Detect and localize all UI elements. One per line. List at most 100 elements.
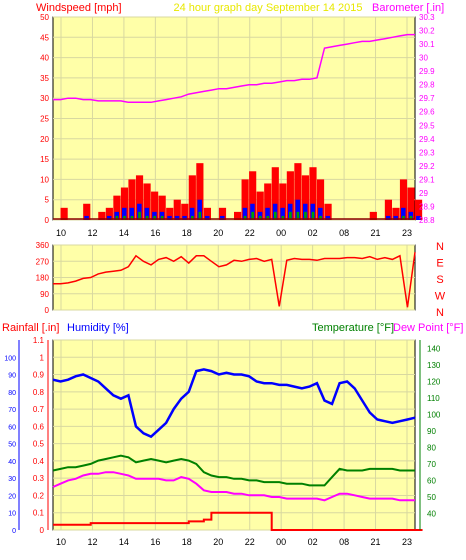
barometer-y-tick: 29.4 [419, 135, 435, 144]
x-tick-label: 20 [213, 228, 223, 238]
x-tick-label: 00 [276, 537, 286, 547]
temperature-y-tick: 90 [427, 427, 436, 436]
wind-low-bar [296, 211, 300, 220]
x-tick-label: 12 [87, 228, 97, 238]
wind-y-tick: 0 [45, 216, 50, 225]
x-tick-label: 10 [56, 537, 66, 547]
wind-gust-bar [181, 203, 189, 220]
compass-label: N [436, 307, 444, 319]
rain-y-tick: 0.4 [33, 457, 45, 466]
temperature-y-tick: 40 [427, 509, 436, 518]
wind-low-bar [160, 215, 164, 220]
wind-gust-bar [309, 167, 317, 220]
wind-gust-bar [135, 175, 144, 220]
barometer-y-tick: 30.1 [419, 40, 435, 49]
rain-y-tick: 0.5 [33, 440, 45, 449]
legend-dewpoint: Dew Point [°F] [393, 322, 463, 334]
plot-layer [52, 33, 423, 531]
wind-gust-bar [241, 179, 249, 220]
wind-average-bar [84, 215, 89, 220]
wind-average-bar [129, 207, 135, 220]
wind-gust-bar [196, 163, 204, 220]
wind-axis-title: Windspeed [mph] [36, 2, 122, 14]
wind-average-bar [144, 207, 150, 220]
barometer-y-tick: 29.6 [419, 108, 435, 117]
wind-gust-bar [166, 207, 174, 220]
x-tick-label: 18 [182, 537, 192, 547]
x-tick-label: 18 [182, 228, 192, 238]
x-tick-label: 21 [371, 537, 381, 547]
compass-label: S [436, 274, 443, 286]
compass-label: W [435, 291, 446, 303]
temperature-line [52, 454, 415, 487]
wind-low-bar [115, 215, 119, 220]
x-tick-label: 02 [308, 537, 318, 547]
humidity-y-tick: 70 [8, 407, 16, 414]
wind-gust-bar [83, 203, 91, 220]
compass-label: N [436, 241, 444, 253]
x-tick-label: 08 [339, 228, 349, 238]
wind-average-bar [401, 207, 406, 220]
wind-gust-bar [324, 203, 332, 220]
x-tick-label: 14 [119, 537, 129, 547]
rain-y-tick: 0.9 [33, 371, 45, 380]
wind-y-tick: 45 [40, 33, 49, 42]
humidity-line [52, 368, 416, 439]
rain-y-tick: 0 [40, 526, 45, 535]
wind-gust-bar [286, 171, 294, 220]
direction-y-tick: 0 [45, 306, 50, 315]
humidity-y-tick: 100 [4, 355, 16, 362]
wind-low-bar [273, 211, 277, 220]
temperature-y-tick: 100 [427, 410, 441, 419]
wind-gust-bar [98, 211, 106, 220]
wind-low-bar [123, 215, 126, 220]
wind-low-bar [251, 211, 254, 220]
barometer-y-tick: 28.8 [419, 216, 435, 225]
wind-gust-bar [369, 211, 377, 220]
temperature-y-tick: 70 [427, 460, 436, 469]
barometer-y-tick: 29.7 [419, 94, 435, 103]
wind-low-bar [243, 215, 247, 220]
wind-average-bar [393, 215, 399, 220]
wind-gust-bar [173, 199, 181, 220]
temperature-y-tick: 110 [427, 394, 440, 403]
wind-low-bar [409, 215, 413, 220]
wind-low-bar [266, 215, 270, 220]
wind-low-bar [311, 211, 315, 220]
wind-low-bar [191, 215, 194, 220]
wind-low-bar [304, 211, 307, 220]
wind-low-bar [153, 215, 156, 220]
wind-y-tick: 10 [40, 175, 49, 184]
rain-y-tick: 0.8 [33, 388, 45, 397]
temperature-y-tick: 120 [427, 377, 441, 386]
wind-gust-bar [384, 199, 392, 220]
barometer-axis-title: Barometer [.in] [372, 2, 444, 14]
temperature-y-tick: 50 [427, 493, 436, 502]
x-tick-label: 14 [119, 228, 129, 238]
barometer-y-tick: 29.8 [419, 81, 435, 90]
wind-gust-bar [294, 163, 302, 220]
wind-average-bar [122, 207, 127, 220]
wind-y-tick: 35 [40, 74, 49, 83]
wind-gust-bar [151, 191, 159, 220]
wind-gust-bar [316, 179, 325, 220]
temperature-y-tick: 130 [427, 361, 441, 370]
wind-average-bar [295, 199, 300, 220]
humidity-y-tick: 90 [8, 373, 16, 380]
wind-gust-bar [415, 199, 423, 220]
rain-y-tick: 1 [40, 353, 45, 362]
barometer-y-tick: 29.9 [419, 67, 435, 76]
legend-temperature: Temperature [°F] [312, 322, 394, 334]
wind-y-tick: 15 [40, 155, 49, 164]
x-tick-label: 08 [339, 537, 349, 547]
barometer-line [53, 33, 415, 104]
x-tick-label: 16 [150, 228, 160, 238]
wind-gust-bar [128, 179, 136, 220]
temperature-y-tick: 80 [427, 443, 436, 452]
humidity-y-tick: 10 [8, 511, 16, 518]
x-tick-label: 23 [402, 537, 412, 547]
wind-average-bar [325, 215, 331, 220]
wind-gust-bar [264, 183, 272, 220]
wind-low-bar [402, 215, 405, 220]
